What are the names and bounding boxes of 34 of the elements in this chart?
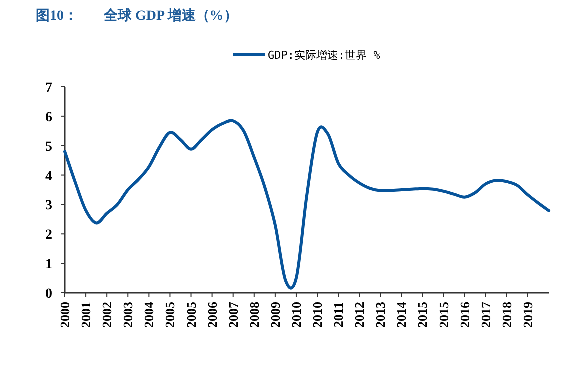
x-tick-label: 2012 — [352, 302, 368, 328]
y-tick-label: 1 — [46, 258, 52, 273]
x-tick-label: 2004 — [142, 302, 157, 328]
x-tick-label: 2006 — [204, 302, 220, 328]
x-tick-label: 2013 — [373, 302, 388, 328]
x-tick-label: 2007 — [226, 302, 241, 328]
x-tick-label: 2015 — [436, 302, 452, 328]
chart-title: 图10： — [36, 8, 78, 24]
y-tick-label: 7 — [46, 81, 52, 96]
x-tick-label: 2001 — [78, 302, 94, 328]
x-tick-label: 2014 — [394, 302, 410, 328]
x-tick-label: 2002 — [100, 302, 115, 328]
y-tick-label: 4 — [46, 169, 52, 184]
y-tick-label: 0 — [46, 287, 52, 302]
x-tick-label: 2017 — [478, 302, 494, 328]
x-tick-label: 2010 — [288, 302, 304, 328]
y-tick-label: 5 — [46, 140, 52, 155]
x-tick-label: 2019 — [520, 302, 536, 328]
x-tick-label: 2008 — [246, 302, 262, 328]
x-tick-label: 2011 — [331, 302, 346, 328]
x-tick-label: 2015 — [415, 302, 430, 328]
x-tick-label: 2018 — [499, 302, 514, 328]
x-tick-label: 2005 — [162, 302, 178, 328]
legend-label: GDP:实际增速:世界 % — [268, 49, 381, 62]
x-tick-label: 2005 — [184, 302, 199, 328]
x-tick-label: 2016 — [457, 302, 472, 328]
x-tick-label: 2010 — [310, 302, 326, 328]
x-tick-label: 2003 — [120, 302, 136, 328]
chart-subtitle: 全球 GDP 增速（%） — [103, 8, 238, 24]
y-tick-label: 2 — [46, 228, 52, 244]
y-tick-label: 3 — [46, 198, 52, 214]
x-tick-label: 2009 — [268, 302, 283, 328]
x-tick-label: 2000 — [58, 302, 72, 328]
y-tick-label: 6 — [46, 110, 52, 126]
